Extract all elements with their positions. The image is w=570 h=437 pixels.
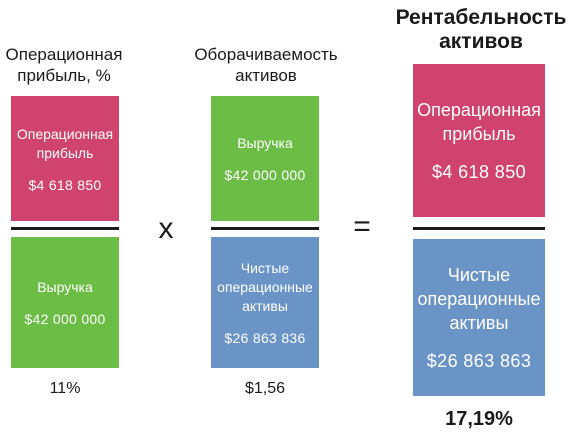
denominator-label: Выручка <box>37 279 93 295</box>
asset-turnover-header: Оборачиваемость активов <box>194 45 338 85</box>
fraction-bar <box>11 227 119 230</box>
denominator-label: Чистые операционные активы <box>217 260 313 314</box>
revenue-numerator-box: Выручка $42 000 000 <box>211 96 319 221</box>
numerator-label: Операционная прибыль <box>16 125 114 161</box>
denominator-label: Чистые операционные активы <box>417 265 541 333</box>
asset-turnover-result: $1,56 <box>244 380 286 397</box>
equals-sign: = <box>353 210 371 243</box>
denominator-value: $26 863 863 <box>426 351 532 371</box>
denominator-value: $26 863 836 <box>224 330 306 346</box>
fraction-bar <box>413 227 545 230</box>
numerator-label: Операционная прибыль <box>417 100 541 144</box>
operating-profit-numerator-box: Операционная прибыль $4 618 850 <box>11 96 119 221</box>
numerator-label: Выручка <box>237 135 293 151</box>
revenue-denominator-box: Выручка $42 000 000 <box>11 237 119 368</box>
return-on-assets-result: 17,19% <box>445 408 513 430</box>
numerator-value: $4 618 850 <box>28 176 102 193</box>
numerator-value: $4 618 850 <box>431 162 527 182</box>
net-operating-assets-box: Чистые операционные активы $26 863 836 <box>211 237 319 368</box>
denominator-value: $42 000 000 <box>24 311 106 327</box>
net-operating-assets-box: Чистые операционные активы $26 863 863 <box>413 239 545 396</box>
fraction-bar <box>211 227 319 230</box>
multiply-sign: x <box>158 212 174 245</box>
return-on-assets-header: Рентабельность активов <box>395 6 567 53</box>
operating-profit-header: Операционная прибыль, % <box>5 45 123 85</box>
operating-profit-numerator-box: Операционная прибыль $4 618 850 <box>413 64 545 217</box>
operating-margin-result: 11% <box>49 380 81 397</box>
numerator-value: $42 000 000 <box>224 167 306 183</box>
